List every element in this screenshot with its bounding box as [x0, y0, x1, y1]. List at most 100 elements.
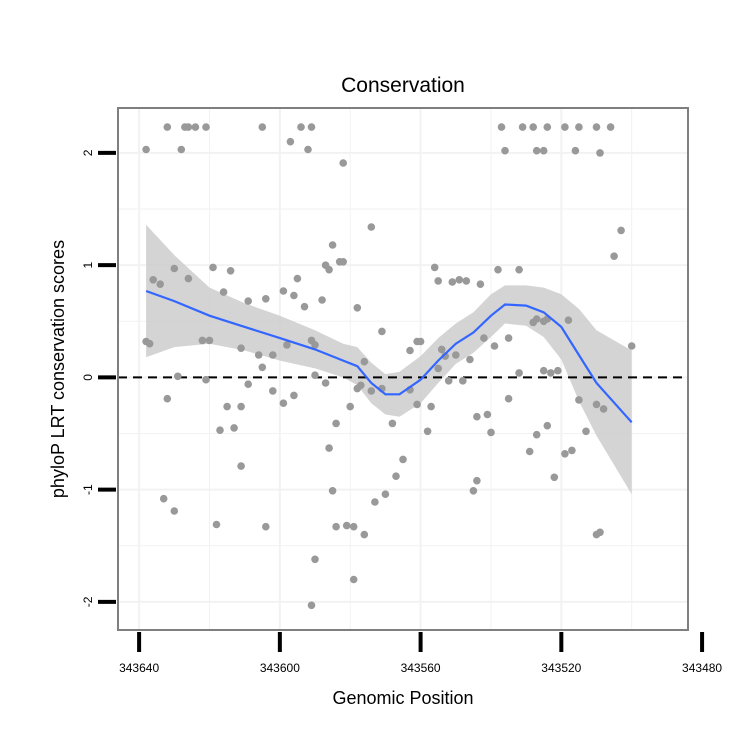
data-point: [575, 396, 583, 404]
data-point: [198, 336, 207, 345]
data-point: [367, 387, 376, 395]
data-point: [332, 419, 340, 428]
data-point: [258, 123, 267, 131]
x-tick-label: 343480: [682, 661, 722, 675]
data-point: [346, 402, 355, 411]
data-point: [297, 123, 305, 131]
data-point: [582, 427, 590, 436]
data-point: [339, 258, 348, 266]
data-point: [223, 402, 231, 411]
data-point: [532, 430, 541, 439]
data-point: [342, 521, 351, 530]
data-point: [311, 555, 319, 564]
data-point: [606, 123, 615, 131]
data-point: [455, 276, 464, 284]
data-point: [254, 351, 263, 359]
data-point: [371, 498, 379, 506]
data-point: [328, 241, 337, 249]
data-point: [184, 123, 193, 131]
data-point: [142, 145, 150, 154]
data-point: [427, 402, 435, 411]
data-point: [561, 450, 569, 458]
x-axis-label: Genomic Position: [332, 688, 473, 708]
data-point: [539, 366, 548, 375]
data-point: [610, 252, 618, 260]
data-point: [159, 494, 168, 503]
data-point: [216, 426, 224, 435]
plot-panel: [117, 107, 689, 631]
data-point: [237, 462, 245, 470]
data-point: [575, 123, 583, 131]
y-axis: -2 -1 0 1 2: [81, 149, 116, 607]
data-point: [258, 363, 267, 372]
data-point: [286, 137, 295, 146]
data-point: [209, 263, 217, 272]
data-point: [617, 226, 625, 235]
data-point: [416, 337, 425, 346]
data-point: [318, 296, 326, 304]
data-point: [399, 455, 407, 464]
confidence-band: [146, 224, 632, 495]
data-point: [191, 123, 200, 131]
data-point: [300, 302, 309, 311]
data-point: [149, 276, 157, 284]
data-point: [525, 447, 534, 456]
data-point: [202, 123, 210, 131]
data-point: [406, 346, 414, 355]
data-point: [487, 428, 495, 437]
data-point: [184, 274, 193, 283]
data-point: [462, 277, 471, 285]
data-point: [392, 472, 400, 481]
data-point: [307, 123, 316, 131]
data-point: [592, 123, 601, 131]
data-point: [237, 402, 245, 411]
data-point: [230, 424, 238, 432]
data-point: [332, 522, 340, 531]
data-point: [360, 530, 369, 539]
data-point: [529, 123, 537, 131]
data-point: [571, 146, 580, 155]
data-point: [473, 412, 481, 421]
data-point: [547, 369, 555, 377]
data-point: [554, 366, 562, 375]
data-point: [543, 421, 552, 430]
data-point: [262, 522, 270, 531]
data-point: [504, 394, 513, 403]
x-tick-label: 343520: [541, 661, 581, 675]
data-point: [219, 288, 228, 296]
data-point: [476, 280, 485, 289]
y-axis-label: phyloP LRT conservation scores: [48, 240, 68, 498]
data-point: [237, 344, 245, 353]
data-point: [290, 391, 298, 400]
data-point: [174, 372, 182, 381]
data-point: [483, 410, 492, 419]
data-point: [469, 487, 478, 495]
y-tick-label: -2: [81, 596, 95, 607]
data-point: [262, 295, 270, 303]
x-tick-label: 343640: [119, 661, 159, 675]
data-point: [353, 304, 362, 312]
data-point: [170, 507, 179, 515]
data-point: [448, 278, 457, 286]
data-point: [459, 377, 467, 385]
data-point: [349, 522, 358, 531]
data-point: [145, 339, 154, 348]
data-point: [304, 145, 312, 154]
panel-border: [117, 107, 689, 631]
data-point: [290, 291, 298, 300]
data-point: [349, 575, 358, 584]
data-point: [423, 427, 432, 436]
data-point: [163, 123, 172, 131]
data-point: [212, 520, 221, 529]
data-point: [321, 379, 330, 387]
data-point: [568, 446, 576, 455]
data-point: [494, 265, 502, 274]
data-point: [452, 351, 460, 359]
chart-title: Conservation: [341, 74, 465, 97]
data-point: [378, 327, 386, 336]
data-point: [177, 145, 186, 154]
x-tick-label: 343560: [401, 661, 441, 675]
data-point: [532, 315, 541, 323]
data-point: [497, 123, 506, 131]
data-point: [360, 357, 369, 366]
